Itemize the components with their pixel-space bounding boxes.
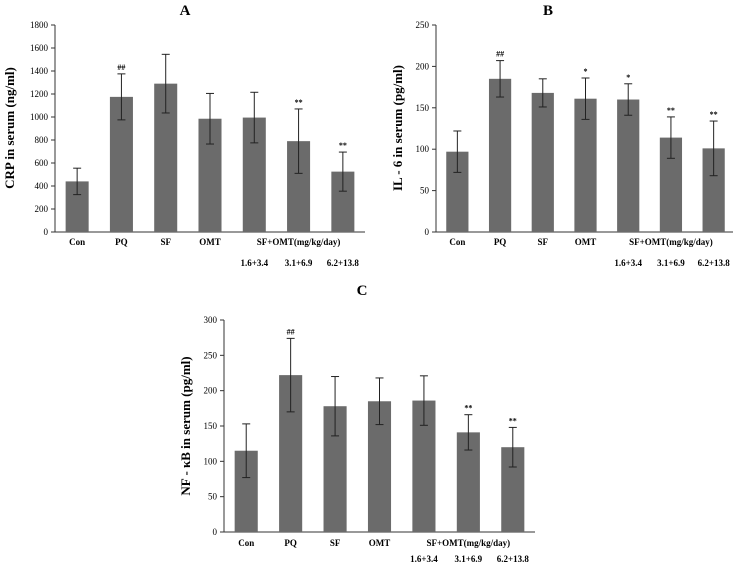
significance-label-a-6: ** [339,141,347,150]
bar-a-5 [287,141,311,232]
bar-a-3 [198,118,222,232]
category-label-c-3: OMT [369,538,391,548]
y-tick-label-b: 150 [416,103,430,113]
bar-c-3 [367,401,392,532]
bar-b-4 [617,99,640,233]
dose-label-a-0: 1.6+3.4 [240,258,268,268]
bar-b-6 [702,148,725,232]
significance-label-b-6: ** [710,110,718,119]
bar-a-1 [109,96,133,232]
y-tick-label-a: 1800 [30,20,49,30]
bar-b-5 [659,137,683,232]
y-tick-label-c: 100 [204,456,218,466]
category-label-c-2: SF [330,538,341,548]
y-tick-label-c: 50 [208,492,218,502]
y-tick-label-a: 1400 [30,66,49,76]
y-tick-label-a: 1600 [30,43,49,53]
category-label-b-0: Con [449,237,465,247]
dose-label-c-2: 6.2+13.8 [497,554,530,564]
y-tick-label-c: 300 [204,315,218,325]
significance-label-c-5: ** [464,404,472,413]
bar-b-0 [446,151,469,232]
category-label-c-1: PQ [284,538,297,548]
y-axis-label-c: NF - κB in serum (pg/ml) [178,356,193,495]
bar-c-1 [279,375,303,532]
significance-label-c-6: ** [509,416,517,425]
y-axis-label-b: IL - 6 in serum (pg/ml) [390,65,405,191]
bar-a-6 [331,171,355,232]
dose-label-a-2: 6.2+13.8 [327,258,360,268]
dose-label-c-0: 1.6+3.4 [410,554,438,564]
panel-title-b: B [543,3,553,19]
y-tick-label-c: 0 [213,527,218,537]
y-tick-label-a: 800 [35,135,49,145]
y-tick-label-a: 0 [44,227,49,237]
y-tick-label-b: 50 [420,186,430,196]
panel-title-c: C [357,283,368,299]
y-tick-label-b: 100 [416,144,430,154]
y-tick-label-a: 400 [35,181,49,191]
bar-c-5 [456,432,480,532]
category-label-b-2: SF [538,237,549,247]
dose-label-b-0: 1.6+3.4 [614,258,642,268]
y-axis-label-a: CRP in serum (ng/ml) [2,67,17,189]
y-tick-label-b: 200 [416,61,430,71]
significance-label-b-1: ## [496,50,504,59]
y-tick-label-a: 600 [35,158,49,168]
y-tick-label-b: 250 [416,20,430,30]
bar-c-0 [234,450,258,532]
bar-a-2 [154,83,178,233]
group-label-a: SF+OMT(mg/kg/day) [257,237,341,247]
category-label-b-3: OMT [575,237,597,247]
category-label-c-0: Con [238,538,254,548]
y-tick-label-a: 1000 [30,112,49,122]
significance-label-b-5: ** [667,106,675,115]
bar-c-4 [412,400,436,532]
bar-a-4 [242,117,266,232]
group-label-c: SF+OMT(mg/kg/day) [427,538,511,548]
dose-label-c-1: 3.1+6.9 [455,554,483,564]
significance-label-a-1: ## [117,63,125,72]
y-tick-label-c: 150 [204,421,218,431]
bar-b-1 [488,78,512,232]
y-tick-label-c: 200 [204,386,218,396]
bar-c-6 [501,447,525,532]
bar-b-3 [574,98,597,232]
bar-b-2 [531,92,554,232]
significance-label-a-5: ** [295,98,303,107]
dose-label-b-1: 3.1+6.9 [657,258,685,268]
significance-label-b-4: * [626,73,630,82]
group-label-b: SF+OMT(mg/kg/day) [629,237,713,247]
significance-label-b-3: * [584,67,588,76]
significance-label-c-1: ## [287,327,295,336]
bar-a-0 [65,181,89,232]
category-label-a-2: SF [160,237,171,247]
category-label-b-1: PQ [494,237,507,247]
category-label-a-3: OMT [199,237,221,247]
panel-title-a: A [180,3,191,19]
y-tick-label-b: 0 [425,227,430,237]
dose-label-a-1: 3.1+6.9 [285,258,313,268]
y-tick-label-a: 1200 [30,89,49,99]
bar-c-2 [323,406,347,532]
dose-label-b-2: 6.2+13.8 [698,258,731,268]
category-label-a-1: PQ [115,237,128,247]
y-tick-label-a: 200 [35,204,49,214]
category-label-a-0: Con [69,237,85,247]
y-tick-label-c: 250 [204,350,218,360]
